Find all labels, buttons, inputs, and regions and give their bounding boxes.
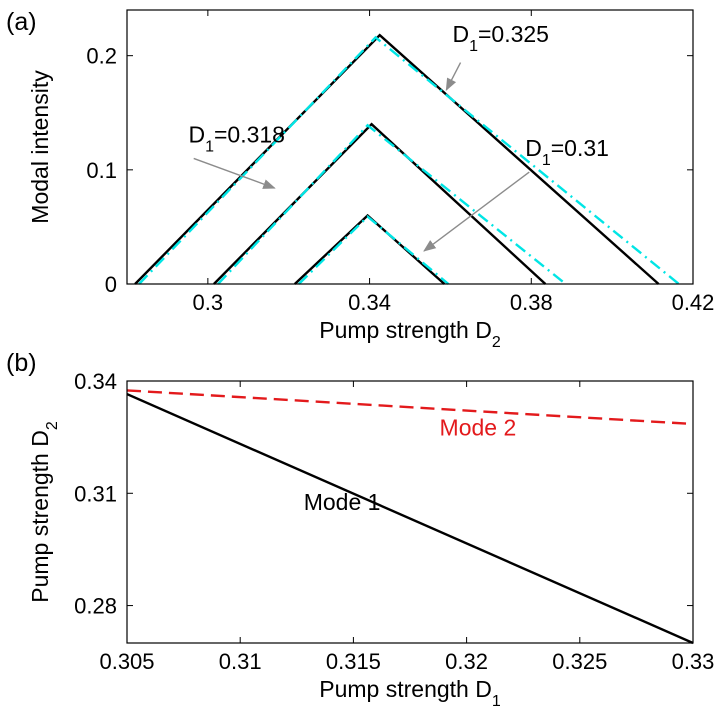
plot-frame (126, 9, 694, 285)
series-d1-0-31-solid (293, 213, 446, 285)
y-tick-label: 0.2 (86, 44, 117, 69)
series-d1-0-318-dashdot (217, 123, 567, 285)
y-axis-label-main: Pump strength D (27, 430, 53, 603)
y-tick-label: 0.28 (74, 594, 117, 619)
series-group (126, 389, 694, 645)
series-d1-0-31-dashdot (297, 214, 450, 285)
y-axis-label: Modal intensity (27, 70, 53, 224)
y-tick-label: 0.1 (86, 158, 117, 183)
x-tick-label: 0.3 (193, 290, 224, 315)
y-tick-label: 0.31 (74, 481, 117, 506)
x-tick-label: 0.315 (326, 649, 381, 674)
series-d1-0-325-solid (134, 33, 660, 285)
x-axis-label-sub: 1 (492, 693, 501, 710)
annotation-label-rest: =0.318 (214, 121, 285, 147)
series-d1-0-318-solid (213, 122, 547, 285)
x-tick-label: 0.305 (99, 649, 154, 674)
annotation-label: D1=0.318 (188, 121, 285, 155)
annotation-label-main: D (188, 121, 205, 147)
annotation-label-rest: =0.31 (551, 135, 609, 161)
mode-label: Mode 2 (440, 414, 517, 440)
x-tick-label: 0.32 (445, 649, 488, 674)
annotation-arrow (423, 171, 530, 252)
x-axis-label-main: Pump strength D (319, 676, 492, 702)
annotation-label: D1=0.31 (525, 135, 609, 169)
series-mode-1 (126, 393, 694, 645)
y-axis-label: Pump strength D2 (27, 421, 61, 603)
panel-label: (b) (6, 349, 37, 377)
panel-a: (a) 0.3 0.34 0.38 0.42 0 0.1 0.2 Pump strength D… (6, 8, 714, 351)
panel-b: (b) 0.305 0.31 0.315 0.32 0.325 0.33 0.28 0.31 0.… (6, 349, 714, 710)
x-axis-label: Pump strength D2 (319, 317, 501, 351)
annotation-label-sub: 1 (542, 152, 551, 169)
series-mode-2 (126, 389, 694, 426)
x-axis-label: Pump strength D1 (319, 676, 501, 710)
mode-label: Mode 1 (304, 489, 381, 515)
x-tick-label: 0.42 (672, 290, 715, 315)
annotation-label-main: D (525, 135, 542, 161)
series-d1-0-325-dashdot (138, 35, 680, 285)
panel-label: (a) (6, 8, 37, 36)
x-axis-label-sub: 2 (492, 334, 501, 351)
annotation-label-main: D (452, 21, 469, 47)
x-tick-label: 0.33 (672, 649, 715, 674)
annotation-label-sub: 1 (469, 37, 478, 54)
x-axis-label-main: Pump strength D (319, 317, 492, 343)
x-tick-label: 0.325 (552, 649, 607, 674)
series-group (134, 33, 680, 285)
x-tick-label: 0.34 (348, 290, 391, 315)
x-tick-label: 0.31 (219, 649, 262, 674)
annotation-arrow (445, 62, 462, 92)
y-tick-label: 0 (105, 272, 117, 297)
y-axis-label-sub: 2 (44, 421, 61, 430)
y-axis-label-main: Modal intensity (27, 70, 53, 224)
annotation-label-sub: 1 (205, 138, 214, 155)
annotation-arrow (193, 157, 276, 189)
annotation-label-rest: =0.325 (478, 21, 549, 47)
x-tick-label: 0.38 (510, 290, 553, 315)
plot-frame (126, 380, 694, 644)
annotation-label: D1=0.325 (452, 21, 549, 55)
y-tick-label: 0.34 (74, 369, 117, 394)
